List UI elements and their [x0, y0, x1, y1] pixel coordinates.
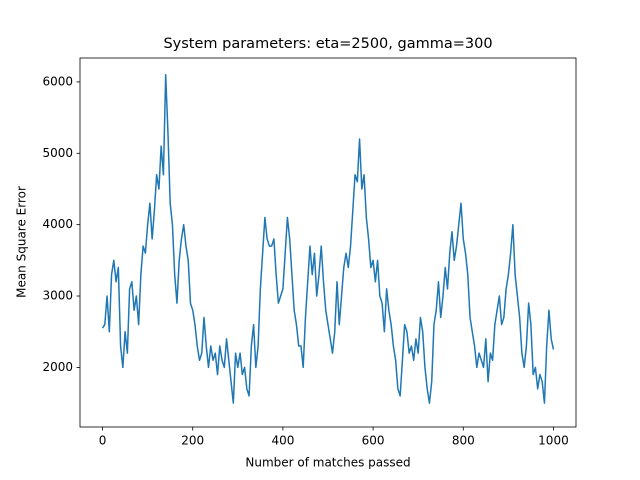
- y-tick-label: 4000: [42, 217, 73, 231]
- x-tick-label: 0: [99, 434, 107, 448]
- data-line: [101, 74, 555, 404]
- axes-frame: [79, 57, 577, 428]
- x-tick-label: 1000: [538, 434, 569, 448]
- x-tick-label: 800: [452, 434, 475, 448]
- chart-title: System parameters: eta=2500, gamma=300: [163, 36, 492, 52]
- x-axis-label: Number of matches passed: [245, 456, 410, 470]
- y-tick-label: 5000: [42, 146, 73, 160]
- y-axis-label: Mean Square Error: [15, 186, 29, 298]
- x-tick-label: 400: [271, 434, 294, 448]
- y-tick-label: 2000: [42, 360, 73, 374]
- y-tick-label: 3000: [42, 289, 73, 303]
- x-tick-label: 600: [362, 434, 385, 448]
- y-tick-label: 6000: [42, 74, 73, 88]
- x-tick-label: 200: [181, 434, 204, 448]
